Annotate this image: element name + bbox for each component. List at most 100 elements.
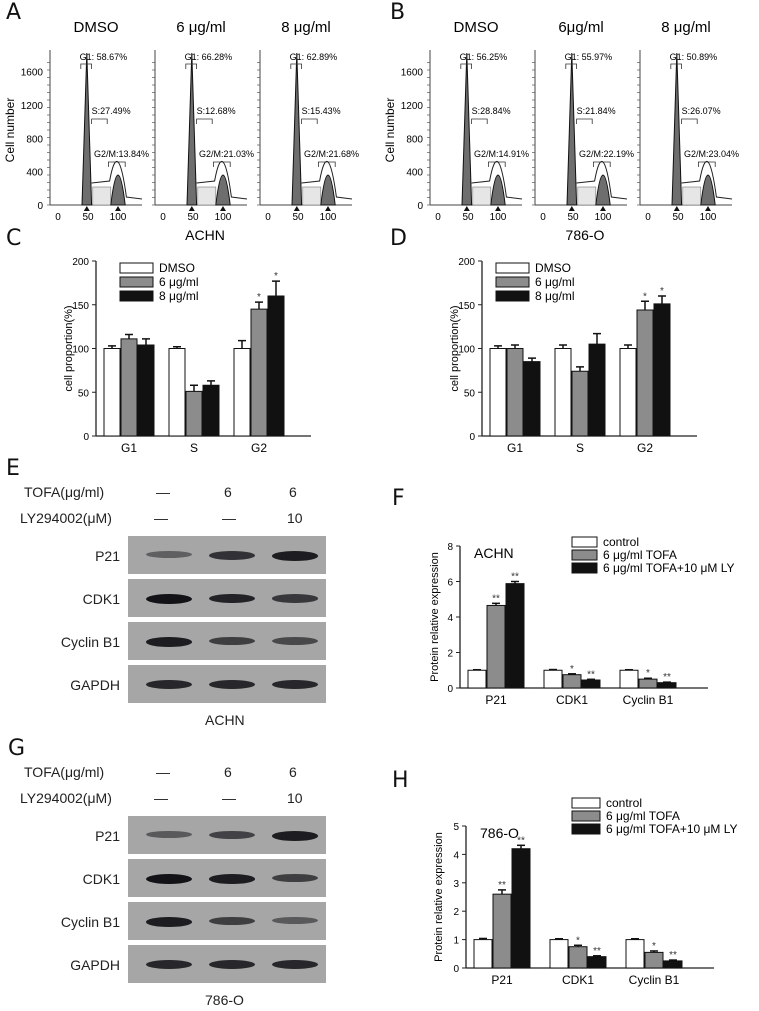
y-tick: 1200: [401, 101, 424, 112]
tofa-value: 6: [224, 764, 232, 780]
g1-label: G1: 62.89%: [290, 52, 338, 62]
bar: [638, 678, 658, 689]
tofa-value: —: [156, 484, 170, 500]
protein-band: [209, 960, 255, 970]
legend-label: 6 μg/ml: [159, 275, 199, 289]
subplot-title: 8 μg/ml: [661, 19, 711, 36]
y-tick: 400: [26, 168, 43, 179]
panel-letter-f: F: [392, 486, 405, 511]
s-label: S:21.84%: [577, 106, 616, 116]
y-tick: 0: [37, 201, 43, 212]
y-axis-label: Cell number: [3, 98, 17, 163]
y-tick: 1600: [401, 68, 424, 79]
ly-value: —: [222, 510, 236, 526]
legend-label: 6 μg/ml TOFA+10 μM LY: [606, 822, 738, 836]
y-tick: 4: [453, 850, 459, 861]
bar: [562, 674, 582, 689]
y-axis-label: cell proportion(%): [449, 305, 461, 391]
y-tick: 2: [447, 649, 453, 660]
x-category: P21: [491, 973, 513, 987]
x-category: S: [190, 441, 198, 455]
blot-strip: [128, 579, 326, 617]
protein-band: [209, 551, 255, 560]
significance-marker: **: [511, 572, 519, 583]
x-category: P21: [485, 693, 507, 707]
bar: [568, 946, 588, 969]
s-label: S:15.43%: [302, 106, 341, 116]
subplot-title: 6 μg/ml: [176, 19, 226, 36]
legend-label: 6 μg/ml TOFA: [606, 809, 680, 823]
ly-value: 10: [287, 790, 303, 806]
legend-swatch: [571, 562, 598, 574]
panel-letter-g: G: [8, 736, 26, 761]
bar: [587, 956, 607, 969]
bar: [625, 939, 645, 969]
y-tick: 1: [453, 936, 459, 947]
y-axis-label: cell proportion(%): [63, 305, 75, 391]
y-tick: 0: [417, 201, 423, 212]
bar: [543, 669, 563, 689]
panel-letter-b: B: [390, 0, 406, 25]
protein-label: CDK1: [82, 591, 120, 607]
x-tick: 0: [265, 212, 271, 223]
x-category: G1: [507, 441, 523, 455]
bar: [571, 370, 589, 437]
significance-marker: *: [646, 668, 650, 679]
bar: [657, 682, 677, 689]
bar: [505, 583, 525, 689]
bar: [492, 893, 512, 969]
g1-label: G1: 56.25%: [460, 52, 508, 62]
g1-label: G1: 66.28%: [185, 52, 233, 62]
x-tick: 100: [595, 212, 612, 223]
protein-label: P21: [95, 548, 120, 564]
significance-marker: *: [652, 941, 656, 952]
tofa-value: 6: [289, 764, 297, 780]
ly-value: —: [222, 790, 236, 806]
histogram-subplot: DMSO G1: 58.67% S:27.49% G2/M:13.84% 0 50 100: [47, 19, 149, 223]
s-label: S:26.07%: [682, 106, 721, 116]
tofa-row-label: TOFA(μg/ml): [24, 764, 105, 780]
legend-swatch: [119, 290, 154, 302]
g2m-label: G2/M:13.84%: [94, 149, 149, 159]
x-category: G1: [121, 441, 137, 455]
bar: [267, 295, 285, 437]
x-tick: 50: [672, 212, 684, 223]
y-axis-label: Protein relative expression: [429, 552, 441, 682]
panel-letter-e: E: [6, 456, 20, 481]
bar: [202, 384, 220, 437]
x-tick: 0: [540, 212, 546, 223]
bar: [636, 309, 654, 437]
bar: [473, 939, 493, 969]
legend-swatch: [571, 797, 601, 809]
protein-band: [209, 874, 255, 884]
cell-line-label: ACHN: [185, 227, 225, 243]
cell-line-label: ACHN: [205, 712, 245, 728]
y-tick: 2: [453, 907, 459, 918]
significance-marker: **: [492, 593, 500, 604]
bar: [185, 390, 203, 437]
blot-strip: [128, 902, 326, 940]
histogram-subplot: 6μg/ml G1: 55.97% S:21.84% G2/M:22.19% 0 50 10…: [532, 19, 634, 223]
bar: [489, 348, 507, 437]
bar: [619, 348, 637, 437]
bar: [103, 348, 121, 437]
ly-value: 10: [287, 510, 303, 526]
y-tick: 100: [72, 345, 89, 356]
g2m-label: G2/M:21.03%: [199, 149, 254, 159]
protein-band: [146, 917, 192, 927]
cell-line-label: 786-O: [566, 227, 605, 243]
y-tick: 200: [72, 257, 89, 268]
significance-marker: **: [498, 880, 506, 891]
y-axis-label: Cell number: [383, 98, 397, 163]
subplot-title: 6μg/ml: [558, 19, 603, 36]
legend-label: 8 μg/ml: [159, 289, 199, 303]
protein-band: [272, 960, 318, 970]
significance-marker: *: [643, 291, 647, 302]
bar: [523, 361, 541, 437]
tofa-value: 6: [224, 484, 232, 500]
protein-label: GAPDH: [70, 957, 120, 973]
blot-strip: [128, 536, 326, 574]
x-category: Cyclin B1: [629, 973, 680, 987]
protein-band: [146, 960, 192, 970]
protein-band: [272, 551, 318, 561]
